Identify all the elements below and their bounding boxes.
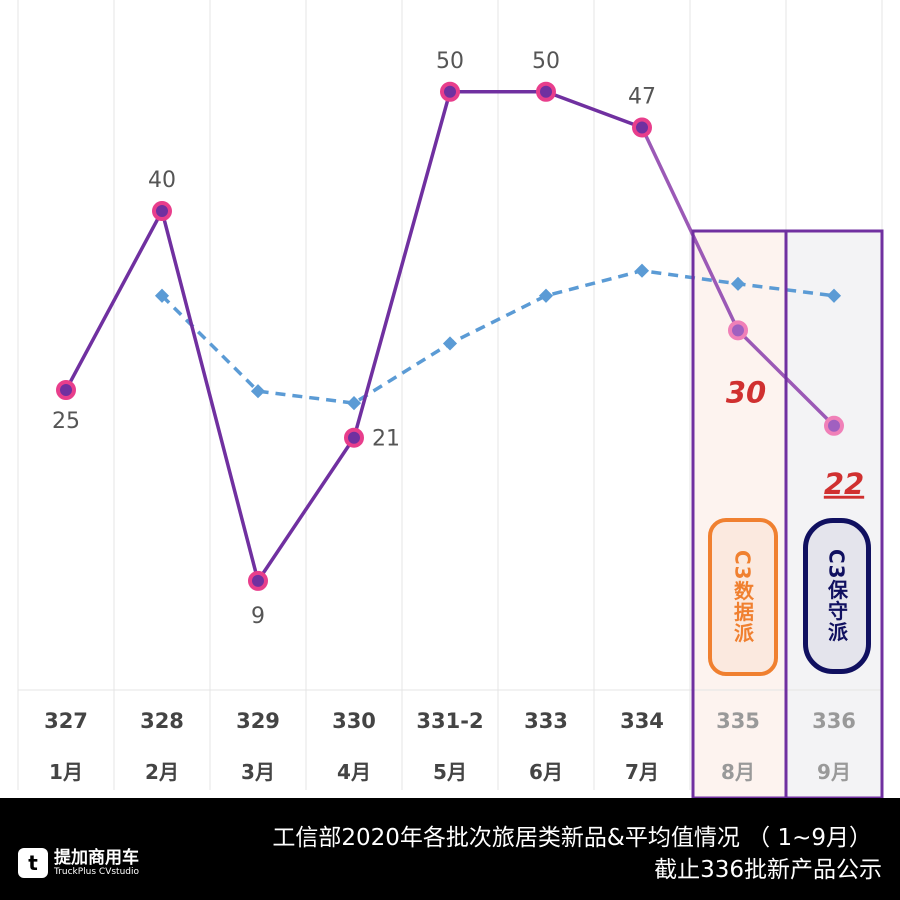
data-point — [824, 415, 844, 436]
month-label: 5月 — [433, 760, 467, 784]
month-label: 2月 — [145, 760, 179, 784]
series-segment — [160, 210, 260, 582]
series-segment — [545, 90, 643, 130]
data-label: 47 — [628, 85, 656, 110]
data-label: 40 — [148, 168, 176, 193]
series-segment — [64, 210, 164, 391]
x-tick-label: 329 — [236, 709, 280, 733]
month-label: 7月 — [625, 760, 659, 784]
logo: t 提加商用车 TruckPlus CVstudio — [18, 848, 139, 878]
average-line — [160, 268, 835, 405]
logo-cn: 提加商用车 — [54, 848, 139, 868]
data-point — [632, 117, 652, 138]
x-tick-label: 336 — [812, 709, 856, 733]
x-tick-label: 331-2 — [416, 709, 483, 733]
data-label: 50 — [532, 49, 560, 74]
month-label: 3月 — [241, 760, 275, 784]
x-tick-label: 327 — [44, 709, 88, 733]
data-point — [536, 81, 556, 102]
month-label: 1月 — [49, 760, 83, 784]
average-marker — [538, 288, 554, 303]
series-segment — [352, 91, 452, 439]
data-label: 21 — [372, 427, 400, 452]
x-tick-label: 328 — [140, 709, 184, 733]
data-point — [56, 380, 76, 400]
line-chart: 327 1月 328 2月 329 3月 330 4月 331-2 5月 333 6月 334 7月 335… — [17, 0, 884, 800]
month-label: 6月 — [529, 760, 563, 784]
x-tick-label: 334 — [620, 709, 664, 733]
stamp-c3-conservative: C3保守派 — [803, 518, 871, 674]
average-marker — [826, 288, 842, 303]
logo-mark: t — [18, 848, 48, 878]
month-label: 4月 — [337, 760, 371, 784]
average-marker — [154, 288, 170, 303]
logo-en: TruckPlus CVstudio — [54, 867, 140, 877]
data-label: 22 — [824, 467, 864, 501]
data-label: 25 — [52, 409, 80, 434]
x-tick-label: 335 — [716, 709, 760, 733]
chart-subtitle: 截止336批新产品公示 — [654, 857, 882, 883]
footer: t 提加商用车 TruckPlus CVstudio 工信部2020年各批次旅居… — [0, 798, 900, 900]
series-segment — [256, 436, 356, 582]
data-label: 30 — [726, 375, 766, 409]
average-marker — [250, 384, 266, 399]
data-point — [728, 320, 748, 341]
highlight-bg-336 — [786, 231, 882, 798]
data-point — [344, 427, 364, 448]
average-marker — [442, 336, 458, 351]
data-point — [440, 81, 460, 102]
data-point — [152, 201, 172, 222]
month-label: 9月 — [817, 760, 851, 784]
x-tick-label: 333 — [524, 709, 568, 733]
data-point — [248, 570, 268, 591]
average-marker — [346, 396, 362, 411]
month-label: 8月 — [721, 760, 755, 784]
stamp-c3-data: C3数据派 — [708, 518, 778, 676]
x-tick-label: 330 — [332, 709, 376, 733]
data-label: 50 — [436, 49, 464, 74]
data-label: 9 — [251, 604, 265, 629]
average-marker — [730, 276, 746, 291]
series-segment — [640, 126, 740, 332]
chart-title: 工信部2020年各批次旅居类新品&平均值情况 （ 1~9月） — [272, 825, 872, 851]
average-marker — [634, 263, 650, 278]
